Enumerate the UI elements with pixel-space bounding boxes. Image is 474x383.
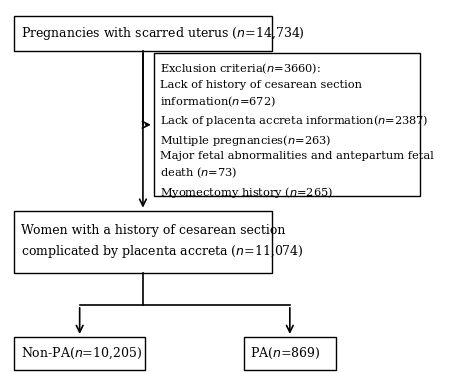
Bar — [244, 337, 336, 370]
Text: Exclusion criteria($n$=3660):
Lack of history of cesarean section
information($n: Exclusion criteria($n$=3660): Lack of hi… — [160, 62, 434, 200]
Bar — [14, 211, 272, 273]
Bar — [14, 337, 145, 370]
Text: PA($n$=869): PA($n$=869) — [250, 346, 320, 361]
Bar — [154, 54, 420, 196]
Text: Pregnancies with scarred uterus ($n$=14,734): Pregnancies with scarred uterus ($n$=14,… — [21, 25, 305, 42]
Text: Women with a history of cesarean section
complicated by placenta accreta ($n$=11: Women with a history of cesarean section… — [21, 224, 303, 260]
Bar — [14, 16, 272, 51]
Text: Non-PA($n$=10,205): Non-PA($n$=10,205) — [21, 346, 142, 361]
